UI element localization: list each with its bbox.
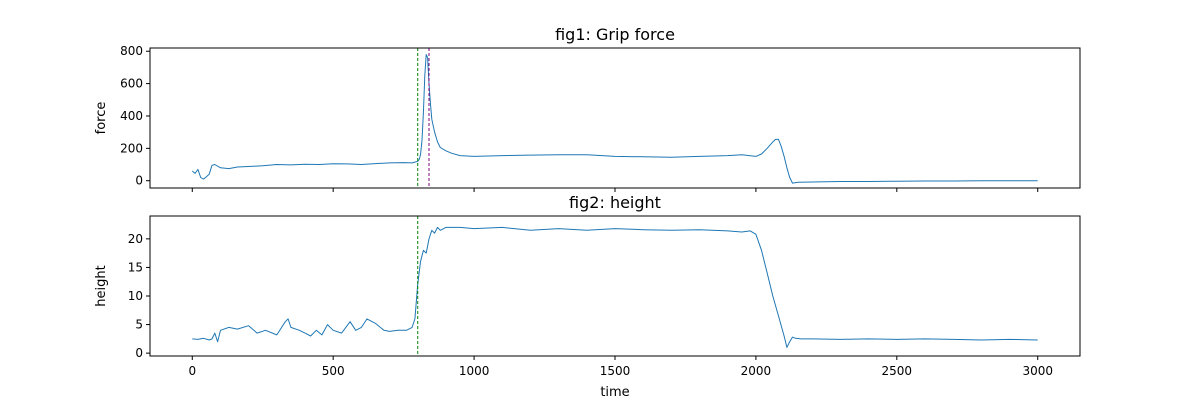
- series-line-0: [191, 54, 1038, 184]
- chart-title: fig2: height: [569, 193, 661, 212]
- y-tick-label-600: 600: [120, 77, 143, 91]
- y-tick-label-20: 20: [128, 232, 143, 246]
- x-tick-label-1500: 1500: [600, 364, 631, 378]
- y-tick-label-400: 400: [120, 109, 143, 123]
- y-tick-label-10: 10: [128, 289, 143, 303]
- x-tick-label-3000: 3000: [1022, 364, 1053, 378]
- grip-force-plot: fig1: Grip force 0 200 400 600 800 force: [94, 25, 1081, 192]
- height-plot: fig2: height 0 500 1000 1500 2000 2500 3000 0 5 10…: [94, 193, 1081, 400]
- y-tick-label-800: 800: [120, 44, 143, 58]
- y-tick-label-0: 0: [135, 174, 143, 188]
- x-tick-label-2500: 2500: [882, 364, 913, 378]
- x-tick-label-2000: 2000: [741, 364, 772, 378]
- chart-title: fig1: Grip force: [555, 25, 675, 44]
- x-tick-label-500: 500: [322, 364, 345, 378]
- axes-frame: [149, 47, 1081, 189]
- x-tick-label-0: 0: [188, 364, 196, 378]
- series-line-0: [192, 226, 1038, 348]
- x-axis-label: time: [600, 385, 629, 400]
- y-axis-label: force: [94, 102, 109, 135]
- y-tick-label-5: 5: [135, 318, 143, 332]
- axes-frame: [149, 215, 1081, 357]
- y-tick-label-200: 200: [120, 141, 143, 155]
- x-tick-label-1000: 1000: [459, 364, 490, 378]
- y-tick-label-0: 0: [135, 346, 143, 360]
- y-tick-label-15: 15: [128, 260, 143, 274]
- y-axis-label: height: [94, 265, 109, 306]
